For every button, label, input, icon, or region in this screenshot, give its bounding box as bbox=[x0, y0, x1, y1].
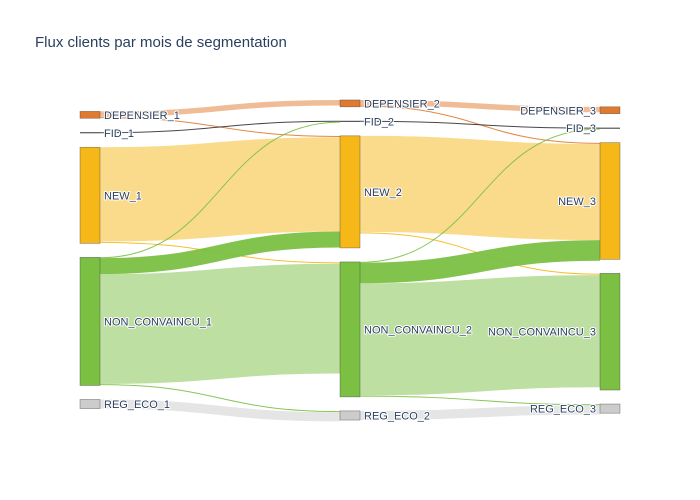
node-label-FID_1: FID_1 bbox=[104, 128, 134, 140]
node-label-NEW_3: NEW_3 bbox=[558, 196, 596, 208]
node-DEPENSIER_3 bbox=[599, 106, 621, 114]
node-label-FID_2: FID_2 bbox=[364, 116, 394, 128]
link-NON_CONVAINCU_2-to-NEW_3 bbox=[359, 240, 601, 284]
node-label-REG_ECO_3: REG_ECO_3 bbox=[530, 404, 596, 416]
link-NEW_2-to-NEW_3 bbox=[359, 135, 601, 241]
link-REG_ECO_2-to-REG_ECO_3 bbox=[359, 405, 601, 421]
node-FID_2 bbox=[340, 120, 360, 122]
node-NEW_3 bbox=[599, 142, 621, 260]
link-NON_CONVAINCU_1-to-NON_CONVAINCU_2 bbox=[99, 263, 341, 384]
node-NON_CONVAINCU_2 bbox=[339, 261, 361, 398]
link-NON_CONVAINCU_1-to-NEW_2 bbox=[99, 231, 341, 275]
nodes-layer bbox=[79, 99, 621, 421]
link-REG_ECO_1-to-REG_ECO_2 bbox=[99, 399, 341, 422]
link-NON_CONVAINCU_1-to-FID_2 bbox=[99, 121, 341, 259]
node-NEW_1 bbox=[79, 146, 101, 244]
link-NON_CONVAINCU_2-to-FID_3 bbox=[359, 128, 601, 263]
node-label-NEW_1: NEW_1 bbox=[104, 190, 142, 202]
node-label-FID_3: FID_3 bbox=[566, 123, 596, 135]
node-REG_ECO_2 bbox=[339, 410, 361, 421]
chart-title: Flux clients par mois de segmentation bbox=[35, 34, 287, 51]
node-label-DEPENSIER_3: DEPENSIER_3 bbox=[520, 105, 596, 117]
link-NON_CONVAINCU_2-to-NON_CONVAINCU_3 bbox=[359, 275, 601, 396]
node-label-DEPENSIER_2: DEPENSIER_2 bbox=[364, 98, 440, 110]
node-label-NEW_2: NEW_2 bbox=[364, 187, 402, 199]
node-label-DEPENSIER_1: DEPENSIER_1 bbox=[104, 110, 180, 122]
node-DEPENSIER_1 bbox=[79, 111, 101, 119]
node-FID_3 bbox=[600, 127, 620, 129]
node-label-REG_ECO_1: REG_ECO_1 bbox=[104, 399, 170, 411]
node-FID_1 bbox=[80, 132, 100, 134]
labels-layer: DEPENSIER_1 FID_1 NEW_1 NON_CONVAINCU_1 REG_… bbox=[103, 97, 597, 423]
link-FID_1-to-FID_2 bbox=[99, 120, 341, 134]
node-REG_ECO_3 bbox=[599, 403, 621, 414]
link-FID_2-to-FID_3 bbox=[359, 120, 601, 129]
node-label-REG_ECO_2: REG_ECO_2 bbox=[364, 410, 430, 422]
node-label-NON_CONVAINCU_3: NON_CONVAINCU_3 bbox=[488, 327, 596, 339]
link-DEPENSIER_1-to-DEPENSIER_2 bbox=[99, 99, 341, 117]
node-NEW_2 bbox=[339, 135, 361, 249]
links-layer bbox=[99, 99, 601, 422]
node-label-NON_CONVAINCU_2: NON_CONVAINCU_2 bbox=[364, 324, 472, 336]
link-NON_CONVAINCU_1-to-REG_ECO_2 bbox=[99, 384, 341, 413]
node-DEPENSIER_2 bbox=[339, 99, 361, 108]
node-label-NON_CONVAINCU_1: NON_CONVAINCU_1 bbox=[104, 316, 212, 328]
node-NON_CONVAINCU_1 bbox=[79, 257, 101, 386]
link-DEPENSIER_2-to-DEPENSIER_3 bbox=[359, 99, 601, 113]
node-REG_ECO_1 bbox=[79, 399, 101, 409]
link-NON_CONVAINCU_2-to-REG_ECO_3 bbox=[359, 395, 601, 406]
node-NON_CONVAINCU_3 bbox=[599, 273, 621, 391]
